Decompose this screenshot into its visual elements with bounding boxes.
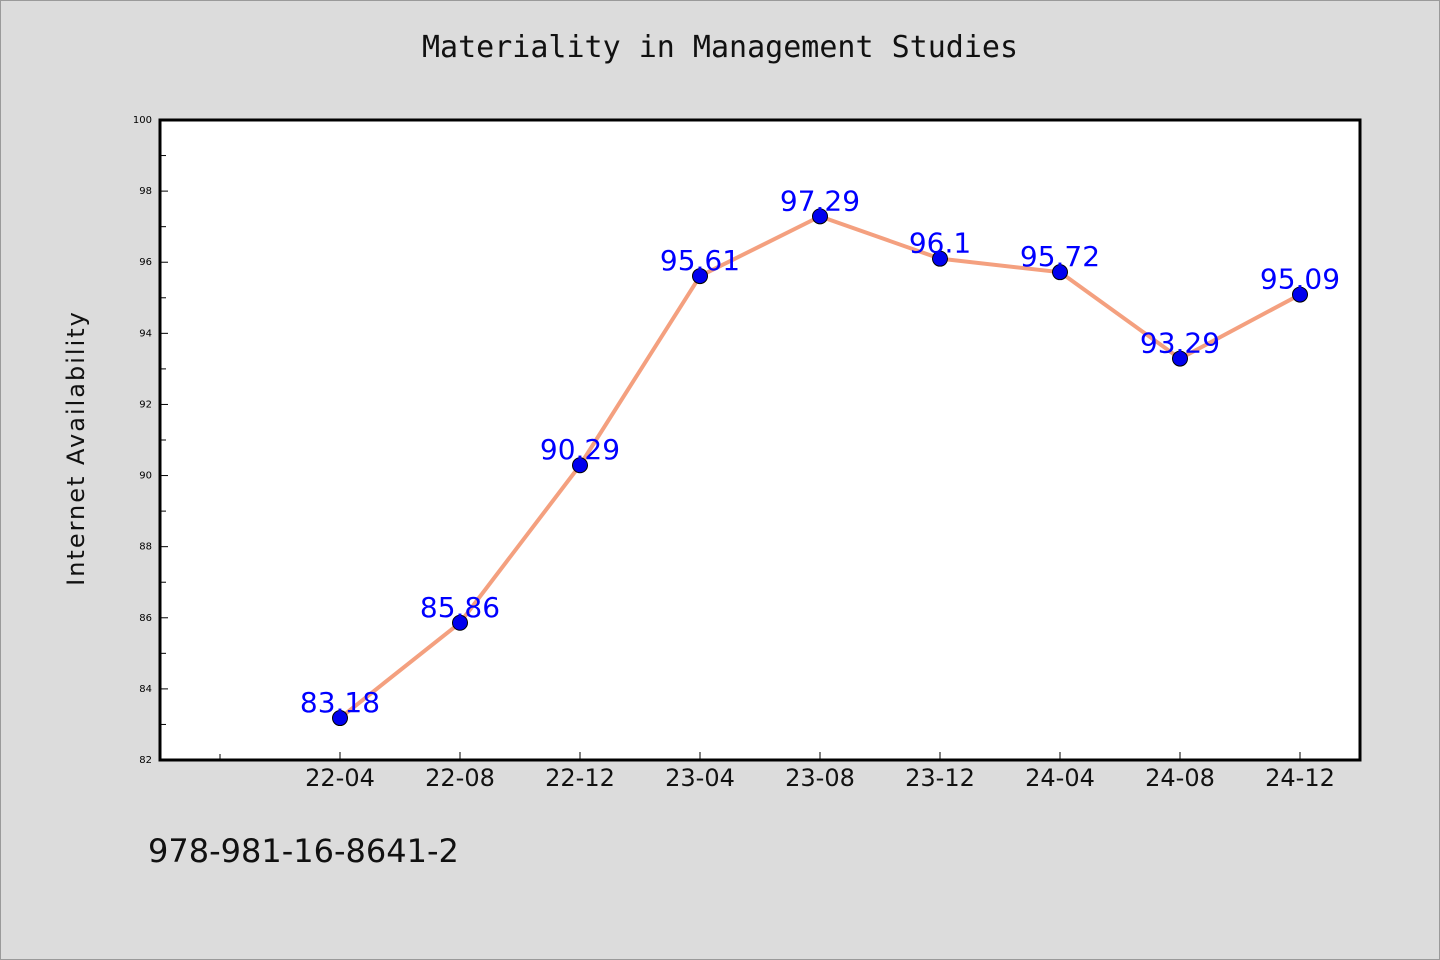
- data-label: 93.29: [1140, 327, 1220, 360]
- x-tick-label: 22-08: [425, 764, 495, 792]
- y-tick-label: 84: [139, 684, 152, 695]
- x-tick-label: 24-04: [1025, 764, 1095, 792]
- data-point: [332, 710, 348, 727]
- data-point: [572, 457, 588, 474]
- x-tick-label: 23-04: [665, 764, 735, 792]
- data-label: 95.09: [1260, 263, 1340, 296]
- y-tick-label: 88: [139, 542, 152, 553]
- data-label: 90.29: [540, 433, 620, 466]
- data-label: 97.29: [780, 184, 860, 217]
- chart-title: Materiality in Management Studies: [421, 30, 1019, 65]
- series-group: 83.18 85.86 90.29 95.61 97.29 96.1 95.72 93.29 9…: [300, 184, 1340, 727]
- data-label: 96.1: [909, 227, 971, 260]
- y-axis-ticks: 82 84 86 88 90 92 94 96 98 100: [133, 115, 168, 766]
- y-tick-label: 96: [139, 257, 152, 268]
- data-label: 83.18: [300, 686, 380, 719]
- x-tick-label: 23-08: [785, 764, 855, 792]
- plot-area: [158, 118, 1362, 762]
- y-tick-label: 100: [133, 115, 152, 126]
- y-tick-label: 94: [139, 328, 152, 339]
- x-tick-label: 22-04: [305, 764, 375, 792]
- x-axis-ticks: 22-04 22-08 22-12 23-04 23-08 23-12 24-04 24-08…: [219, 752, 1335, 792]
- data-point: [812, 208, 828, 225]
- footnote-isbn: 978-981-16-8641-2: [148, 832, 459, 870]
- data-label: 85.86: [420, 591, 500, 624]
- x-tick-label: 22-12: [545, 764, 615, 792]
- y-tick-label: 90: [139, 471, 152, 482]
- y-tick-label: 82: [139, 755, 152, 766]
- data-point: [1172, 350, 1188, 367]
- data-point: [692, 268, 708, 285]
- x-tick-label: 24-08: [1145, 764, 1215, 792]
- data-point: [1052, 264, 1068, 281]
- x-tick-label: 24-12: [1265, 764, 1335, 792]
- x-tick-label: 23-12: [905, 764, 975, 792]
- data-label: 95.61: [660, 244, 740, 277]
- data-point: [452, 614, 468, 631]
- data-label: 95.72: [1020, 240, 1100, 273]
- data-point: [1292, 286, 1308, 303]
- data-point: [932, 250, 948, 267]
- y-tick-label: 92: [139, 399, 152, 410]
- y-tick-label: 98: [139, 186, 152, 197]
- y-tick-label: 86: [139, 613, 152, 624]
